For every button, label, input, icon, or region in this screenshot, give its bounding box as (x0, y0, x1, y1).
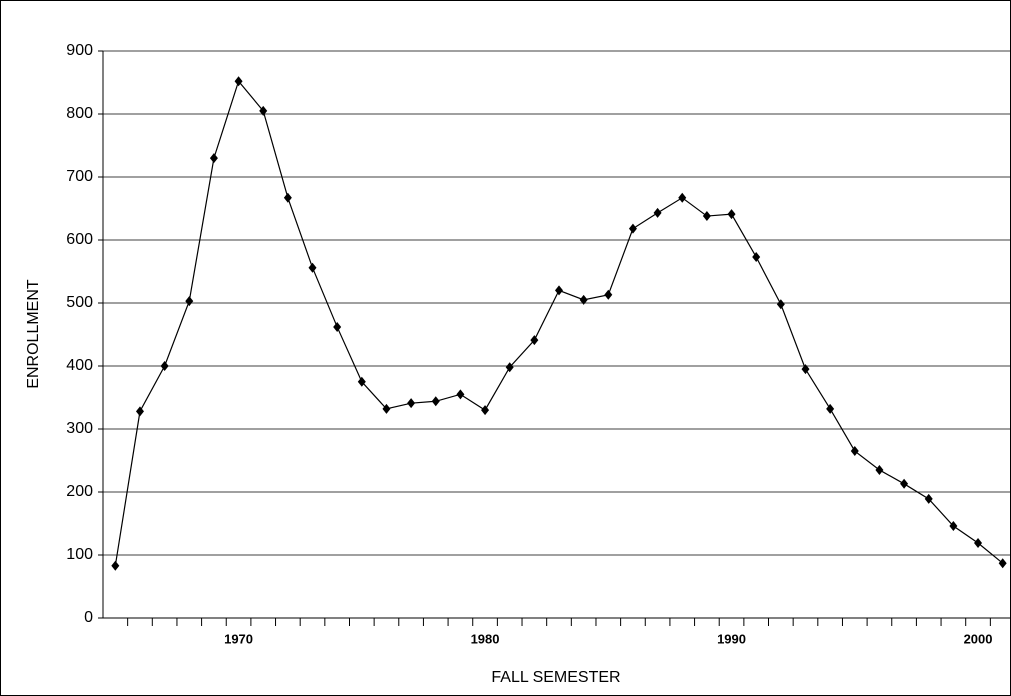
data-point (357, 376, 366, 387)
data-point (407, 398, 416, 409)
y-tick-label: 300 (66, 420, 93, 437)
data-point (850, 446, 859, 457)
data-point (974, 538, 983, 549)
x-axis-label: FALL SEMESTER (491, 669, 620, 686)
x-tick-label: 1990 (717, 631, 746, 646)
data-point (752, 252, 761, 263)
data-point (259, 105, 268, 116)
data-point (333, 321, 342, 332)
y-tick-label: 500 (66, 294, 93, 311)
y-tick-label: 100 (66, 546, 93, 563)
data-point (604, 289, 613, 300)
data-point (702, 211, 711, 222)
data-point (826, 403, 835, 414)
y-tick-label: 0 (84, 609, 93, 626)
data-point (431, 396, 440, 407)
data-point (185, 296, 194, 307)
data-point (555, 285, 563, 296)
y-tick-label: 600 (66, 231, 93, 248)
y-tick-label: 400 (66, 357, 93, 374)
data-point (900, 478, 909, 489)
data-point (481, 405, 490, 416)
data-point (727, 209, 736, 220)
data-point (776, 299, 785, 310)
x-tick-label: 2000 (964, 631, 993, 646)
data-point (998, 558, 1007, 569)
y-tick-label: 700 (66, 168, 93, 185)
y-axis-label: ENROLLMENT (25, 279, 42, 389)
data-point (801, 364, 810, 375)
data-point (653, 207, 662, 218)
x-tick-label: 1980 (471, 631, 500, 646)
y-tick-label: 800 (66, 105, 93, 122)
data-point (382, 403, 391, 414)
data-point (135, 406, 144, 417)
data-point (111, 560, 120, 571)
data-point (579, 294, 588, 305)
y-tick-label: 200 (66, 483, 93, 500)
data-point (530, 335, 539, 346)
data-point (505, 362, 514, 373)
data-point (949, 521, 958, 532)
data-point (209, 153, 218, 164)
data-point (160, 361, 169, 371)
data-point (308, 262, 317, 273)
data-point (234, 76, 243, 87)
y-tick-label: 900 (66, 42, 93, 59)
data-point (628, 223, 637, 234)
data-point (456, 389, 465, 400)
data-point (924, 493, 933, 504)
data-point (875, 464, 884, 475)
x-tick-label: 1970 (224, 631, 253, 646)
data-point (678, 192, 687, 203)
data-point (283, 192, 292, 203)
